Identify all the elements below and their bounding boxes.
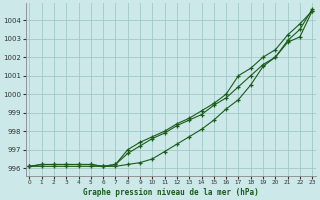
X-axis label: Graphe pression niveau de la mer (hPa): Graphe pression niveau de la mer (hPa) (83, 188, 259, 197)
